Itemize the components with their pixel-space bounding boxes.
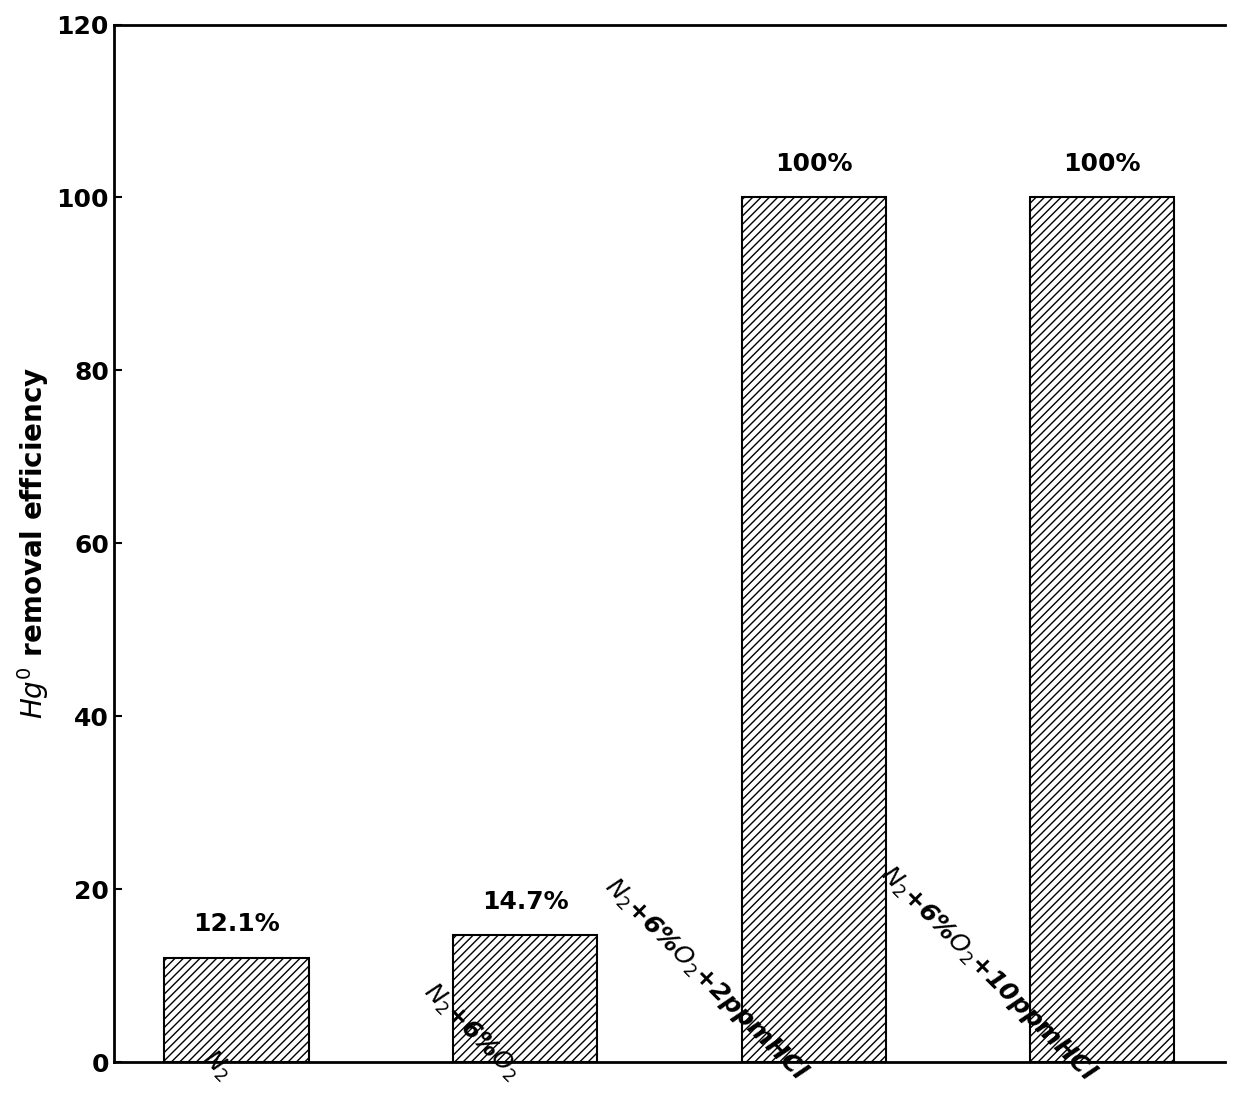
Bar: [453, 936, 598, 1062]
Text: 12.1%: 12.1%: [193, 912, 280, 936]
Y-axis label: $Hg^0$ removal efficiency: $Hg^0$ removal efficiency: [15, 367, 51, 720]
Text: 14.7%: 14.7%: [482, 889, 568, 914]
Text: 100%: 100%: [1064, 152, 1141, 176]
Bar: [1030, 197, 1174, 1062]
Bar: [165, 958, 309, 1062]
Text: 100%: 100%: [775, 152, 852, 176]
Bar: [742, 197, 885, 1062]
